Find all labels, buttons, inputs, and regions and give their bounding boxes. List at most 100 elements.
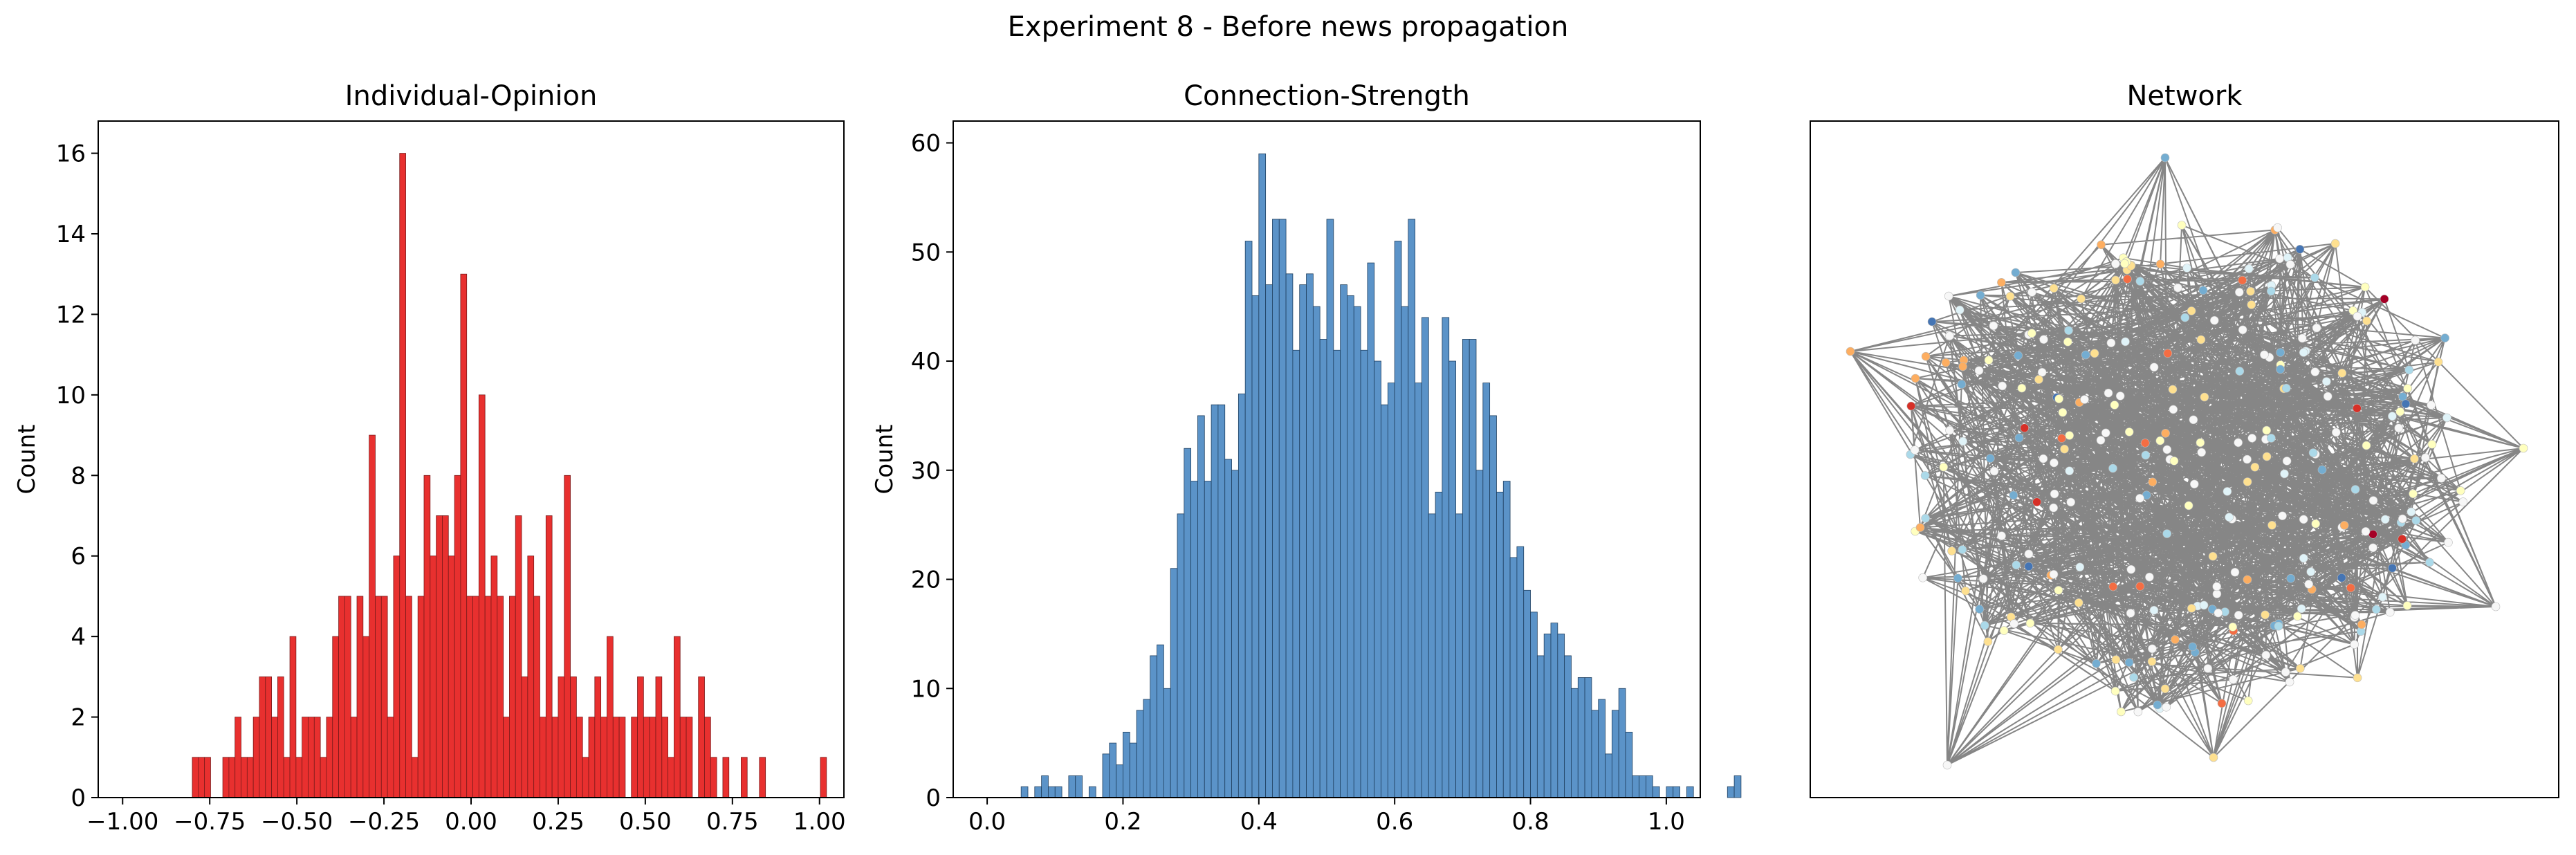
network-node <box>2140 439 2150 448</box>
network-node <box>2243 696 2253 706</box>
histogram-bar <box>423 475 431 798</box>
network-node <box>1989 466 1999 476</box>
histogram-bar <box>1020 786 1029 798</box>
network-node <box>1957 380 1967 389</box>
network-node <box>2261 650 2271 660</box>
histogram-bar <box>582 757 589 798</box>
network-node <box>2198 286 2208 295</box>
histogram-bar <box>1482 383 1491 798</box>
histogram-bar <box>1319 339 1327 798</box>
histogram-bar <box>1536 655 1545 798</box>
histogram-bar <box>1360 349 1368 798</box>
network-node <box>2306 567 2315 576</box>
histogram-bar <box>1475 470 1484 798</box>
network-node <box>2350 485 2360 494</box>
network-node <box>2235 367 2245 376</box>
network-node <box>2104 388 2113 398</box>
network-node <box>2155 436 2165 445</box>
network-node <box>2177 221 2187 230</box>
network-node <box>2299 515 2308 524</box>
histogram-bar <box>1238 393 1246 798</box>
histogram-bar <box>1381 404 1388 798</box>
network-node <box>2234 438 2243 448</box>
histogram-bar <box>192 757 199 798</box>
network-edges <box>1850 157 2524 766</box>
histogram-bar <box>1646 775 1653 798</box>
x-tick-label: 0.25 <box>532 808 585 836</box>
histogram-bar <box>698 676 705 798</box>
histogram-bar <box>570 676 577 798</box>
histogram-bar <box>454 475 461 798</box>
network-node <box>2299 348 2308 357</box>
histogram-bar <box>1686 786 1694 798</box>
histogram-bar <box>558 676 565 798</box>
network-node <box>1961 586 1970 596</box>
network-node <box>2111 655 2121 664</box>
network-node <box>2275 254 2284 264</box>
network-node <box>2458 497 2468 506</box>
histogram-bar <box>1177 513 1185 798</box>
network-node <box>2337 573 2346 582</box>
network-node <box>2395 407 2404 416</box>
network-node <box>2267 286 2276 296</box>
histogram-bar <box>1312 306 1321 798</box>
network-node <box>2440 333 2449 342</box>
network-node <box>2148 477 2158 487</box>
network-node <box>2281 383 2291 393</box>
histogram-bar <box>1333 349 1341 798</box>
histogram-bar <box>551 717 559 798</box>
network-node <box>2330 239 2340 248</box>
network-node <box>2060 444 2069 454</box>
histogram-bar <box>1251 295 1260 798</box>
network-node <box>2126 564 2136 574</box>
histogram-bar <box>1652 786 1660 798</box>
histogram-bar <box>1123 731 1130 798</box>
network-node <box>2049 569 2059 579</box>
histogram-bar <box>460 273 468 798</box>
network-node <box>1921 351 1931 361</box>
network-node <box>2368 529 2377 539</box>
opinion-histogram-yaxis: 0 2 4 6 8 10 12 14 16 <box>56 140 98 812</box>
y-tick-label: 50 <box>911 239 941 266</box>
x-tick-label: −0.75 <box>174 808 246 836</box>
y-tick-label: 14 <box>56 221 86 248</box>
network-node <box>2115 392 2125 401</box>
network-node <box>2054 645 2063 654</box>
network-node <box>2278 511 2287 521</box>
histogram-bar <box>405 596 412 798</box>
histogram-bar <box>430 555 437 798</box>
histogram-bar <box>1666 786 1674 798</box>
network-node <box>2182 264 2191 273</box>
network-node <box>2310 273 2319 282</box>
network-node <box>2199 600 2209 610</box>
strength-histogram-panel: Connection-Strength 0.0 0.2 0.4 0.6 0.8 1.0 0… <box>871 80 1742 836</box>
network-node <box>1958 362 1967 371</box>
network-node <box>2124 658 2134 668</box>
histogram-bar <box>1496 491 1504 798</box>
network-node <box>2250 462 2260 472</box>
network-node <box>2197 448 2206 457</box>
network-node <box>2075 562 2085 572</box>
y-tick-label: 20 <box>911 567 941 594</box>
histogram-bar <box>1462 339 1470 798</box>
network-node <box>2214 608 2223 618</box>
network-node <box>1976 291 1985 300</box>
histogram-bar <box>490 555 498 798</box>
network-node <box>2228 622 2238 632</box>
network-node <box>2141 450 2151 460</box>
network-node <box>1927 317 1937 327</box>
network-node <box>2148 644 2157 654</box>
y-tick-label: 8 <box>71 462 86 490</box>
network-node <box>2297 604 2306 614</box>
network-node <box>2147 656 2157 666</box>
network-node <box>2025 618 2035 628</box>
network-node <box>1910 445 1920 454</box>
histogram-bar <box>362 636 370 798</box>
network-node <box>1953 573 1962 583</box>
histogram-bar <box>1136 710 1144 798</box>
network-node <box>2161 428 2170 438</box>
histogram-bar <box>564 475 571 798</box>
network-node <box>2110 401 2119 410</box>
histogram-bar <box>1075 775 1083 798</box>
network-node <box>2014 433 2024 443</box>
